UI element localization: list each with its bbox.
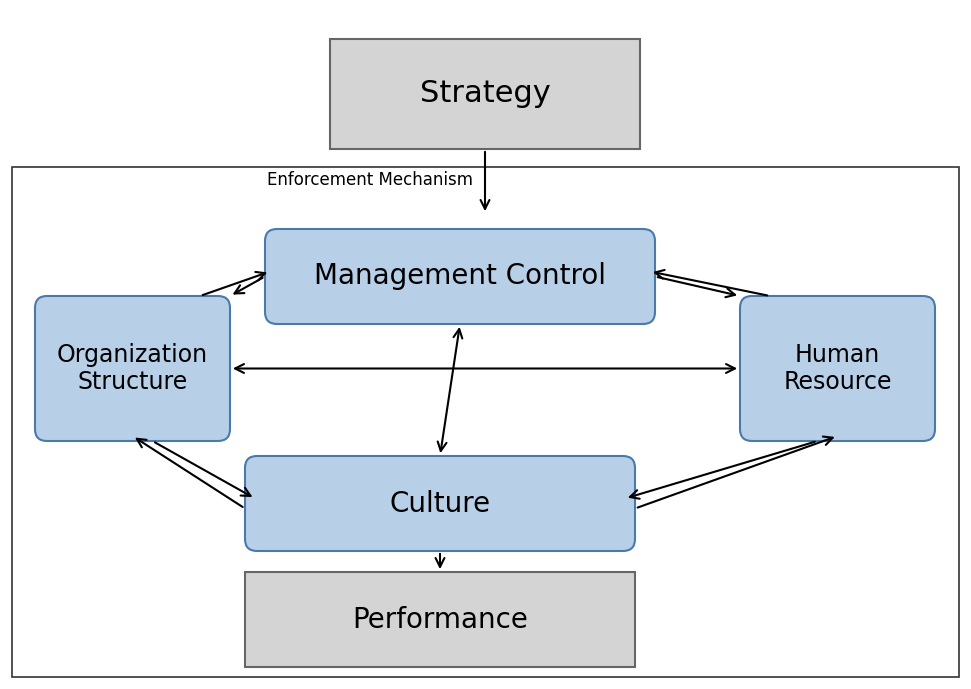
FancyBboxPatch shape — [245, 456, 635, 551]
Text: Culture: Culture — [389, 489, 490, 517]
Text: Human
Resource: Human Resource — [784, 342, 891, 394]
Text: Management Control: Management Control — [314, 263, 606, 291]
FancyBboxPatch shape — [740, 296, 935, 441]
Bar — [330, 39, 640, 149]
FancyBboxPatch shape — [265, 229, 655, 324]
Bar — [12, 167, 959, 677]
FancyBboxPatch shape — [35, 296, 230, 441]
Bar — [245, 572, 635, 667]
Text: Strategy: Strategy — [419, 79, 551, 108]
Text: Organization
Structure: Organization Structure — [57, 342, 208, 394]
Text: Enforcement Mechanism: Enforcement Mechanism — [267, 171, 473, 189]
Text: Performance: Performance — [352, 606, 528, 633]
